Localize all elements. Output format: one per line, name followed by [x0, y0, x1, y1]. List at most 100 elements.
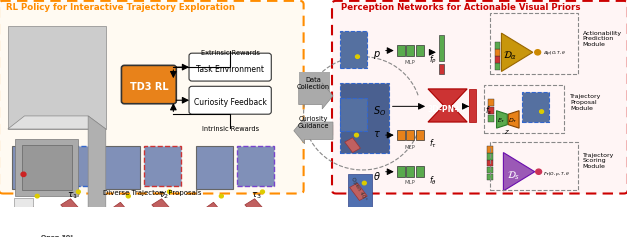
Text: $f_\tau$: $f_\tau$ [429, 138, 437, 150]
Text: Curiosity Feedback: Curiosity Feedback [194, 98, 267, 107]
FancyBboxPatch shape [0, 1, 303, 194]
FancyBboxPatch shape [488, 99, 493, 106]
FancyBboxPatch shape [406, 45, 414, 56]
FancyBboxPatch shape [495, 63, 500, 70]
Polygon shape [502, 33, 532, 72]
FancyBboxPatch shape [406, 166, 414, 177]
Polygon shape [345, 138, 360, 153]
Text: $r_{\tau|O,p,T,\theta}$: $r_{\tau|O,p,T,\theta}$ [543, 169, 570, 179]
FancyBboxPatch shape [189, 53, 271, 81]
FancyBboxPatch shape [488, 107, 493, 114]
Circle shape [355, 133, 358, 137]
Text: TD3 RL: TD3 RL [129, 82, 168, 92]
Circle shape [21, 172, 26, 177]
Circle shape [168, 190, 172, 194]
FancyBboxPatch shape [8, 26, 106, 129]
Text: MLP: MLP [405, 60, 416, 65]
Polygon shape [508, 111, 519, 128]
FancyBboxPatch shape [144, 146, 181, 186]
Text: Extrinsic Rewards: Extrinsic Rewards [201, 50, 260, 56]
Circle shape [35, 194, 39, 198]
Text: 3D-PN++: 3D-PN++ [428, 105, 467, 114]
FancyBboxPatch shape [340, 83, 389, 153]
FancyBboxPatch shape [332, 1, 628, 194]
Polygon shape [428, 89, 467, 122]
FancyBboxPatch shape [522, 91, 549, 122]
FancyBboxPatch shape [487, 160, 493, 166]
Text: RL Policy for Interactive Trajectory Exploration: RL Policy for Interactive Trajectory Exp… [6, 3, 235, 12]
Polygon shape [20, 202, 41, 222]
Text: $z$: $z$ [504, 128, 510, 136]
Text: Task Environment: Task Environment [196, 64, 264, 73]
FancyBboxPatch shape [340, 31, 367, 68]
FancyBboxPatch shape [416, 166, 424, 177]
Circle shape [260, 190, 264, 194]
FancyBboxPatch shape [397, 166, 405, 177]
Polygon shape [204, 202, 225, 222]
FancyBboxPatch shape [469, 89, 476, 122]
Text: $\tau_1$: $\tau_1$ [67, 190, 78, 201]
Text: $D_\tau$: $D_\tau$ [508, 116, 518, 125]
FancyBboxPatch shape [12, 146, 49, 189]
Text: $\tau_3$: $\tau_3$ [251, 190, 262, 201]
Text: $a_{p|O,T,\theta}$: $a_{p|O,T,\theta}$ [543, 50, 566, 58]
Polygon shape [299, 83, 333, 109]
Text: Trajectory
Scoring
Module: Trajectory Scoring Module [583, 153, 614, 169]
FancyBboxPatch shape [397, 45, 405, 56]
Polygon shape [294, 118, 333, 144]
Circle shape [126, 194, 131, 198]
FancyBboxPatch shape [487, 167, 493, 173]
Text: Perception Networks for Actionable Visual Priors: Perception Networks for Actionable Visua… [341, 3, 580, 12]
Polygon shape [348, 174, 372, 209]
FancyBboxPatch shape [237, 146, 274, 186]
Polygon shape [497, 111, 508, 128]
Circle shape [362, 181, 366, 185]
FancyBboxPatch shape [397, 130, 405, 140]
Text: $\mathcal{D}_s$: $\mathcal{D}_s$ [506, 169, 520, 182]
FancyBboxPatch shape [122, 65, 176, 104]
Text: $f_\theta$: $f_\theta$ [429, 174, 437, 187]
FancyBboxPatch shape [196, 146, 233, 189]
Text: Actionability
Prediction
Module: Actionability Prediction Module [583, 31, 622, 47]
Polygon shape [349, 183, 367, 201]
Text: Open 30°: Open 30° [41, 235, 74, 237]
FancyBboxPatch shape [189, 86, 271, 114]
Text: MLP: MLP [405, 180, 416, 185]
Circle shape [536, 169, 541, 174]
FancyBboxPatch shape [53, 146, 90, 186]
FancyBboxPatch shape [13, 198, 33, 222]
Polygon shape [111, 202, 132, 222]
Polygon shape [61, 199, 83, 218]
Polygon shape [245, 199, 266, 218]
Text: Intrinsic Rewards: Intrinsic Rewards [202, 126, 259, 132]
Text: $\mathcal{D}_\alpha$: $\mathcal{D}_\alpha$ [503, 50, 517, 63]
Text: $p$: $p$ [373, 49, 381, 61]
Circle shape [540, 110, 543, 113]
Text: $S_O$: $S_O$ [373, 105, 387, 118]
Text: Diverse Trajectory Proposals: Diverse Trajectory Proposals [102, 190, 201, 196]
Text: $f_s$: $f_s$ [484, 105, 492, 117]
FancyBboxPatch shape [406, 130, 414, 140]
FancyBboxPatch shape [299, 72, 330, 91]
Polygon shape [8, 116, 106, 129]
Circle shape [355, 55, 360, 58]
Circle shape [535, 50, 541, 55]
FancyBboxPatch shape [439, 64, 444, 74]
FancyBboxPatch shape [103, 146, 140, 189]
Text: $f_P$: $f_P$ [429, 53, 437, 66]
FancyBboxPatch shape [416, 45, 424, 56]
Text: $\theta$: $\theta$ [373, 170, 381, 182]
FancyBboxPatch shape [495, 49, 500, 56]
Polygon shape [88, 116, 106, 234]
Text: Trajectory
Proposal
Module: Trajectory Proposal Module [570, 94, 602, 111]
Circle shape [220, 194, 223, 198]
FancyBboxPatch shape [22, 145, 72, 190]
Polygon shape [152, 199, 173, 218]
Text: Open 40°: Open 40° [349, 177, 367, 202]
Text: Curiosity
Guidance: Curiosity Guidance [298, 116, 329, 129]
Text: $\tau_2$: $\tau_2$ [158, 190, 169, 201]
FancyBboxPatch shape [487, 174, 493, 180]
Text: $E_\tau$: $E_\tau$ [497, 116, 506, 125]
FancyBboxPatch shape [340, 98, 367, 131]
Text: MLP: MLP [405, 145, 416, 150]
